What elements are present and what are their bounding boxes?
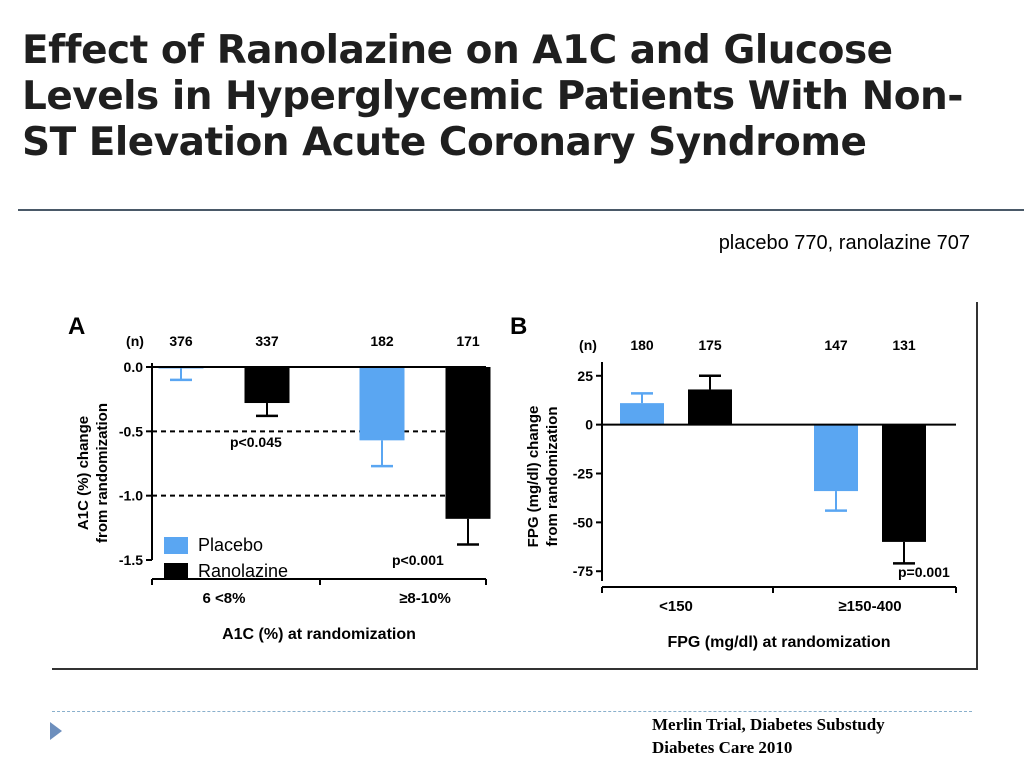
n-count: 180 [630, 337, 654, 353]
legend-swatch-ranolazine [164, 563, 188, 580]
category-label: ≥150-400 [838, 598, 901, 615]
y-tick-label: -1.5 [119, 552, 143, 568]
y-tick-label: -0.5 [119, 423, 143, 439]
x-axis-label: FPG (mg/dl) at randomization [667, 634, 890, 651]
category-label: <150 [659, 598, 693, 615]
n-count: 175 [698, 337, 722, 353]
chart-panel-b: B (n) 25 0 -25 -50 -75 180 147 175 131 <150 ≥150-400… [510, 313, 957, 651]
y-axis-label-line-2: from randomization [94, 403, 111, 543]
y-tick-label: -1.0 [119, 488, 143, 504]
footer-divider [52, 711, 972, 712]
figure-frame: A (n) 0.0 -0.5 -1.0 -1.5 376 182 337 171 6 <8% ≥8-1… [52, 302, 978, 670]
p-value-annotation: p<0.045 [230, 434, 282, 450]
legend-swatch-placebo [164, 537, 188, 554]
bar-ranolazine [688, 389, 732, 425]
y-axis-label: FPG (mg/dl) change from randomization [525, 406, 561, 548]
sample-size-note: placebo 770, ranolazine 707 [718, 232, 970, 254]
y-tick-label: -25 [573, 466, 593, 482]
x-axis-label: A1C (%) at randomization [222, 626, 416, 643]
bar-ranolazine [445, 367, 491, 519]
n-header-label: (n) [126, 333, 144, 349]
citation: Merlin Trial, Diabetes Substudy Diabetes… [652, 713, 885, 759]
n-count: 182 [370, 333, 394, 349]
bullet-arrow-icon [50, 722, 62, 740]
slide-title: Effect of Ranolazine on A1C and Glucose … [22, 28, 963, 165]
y-tick-label: 0 [585, 417, 593, 433]
category-label: ≥8-10% [399, 590, 451, 607]
p-value-annotation: p=0.001 [898, 564, 950, 580]
y-tick-label: 0.0 [124, 359, 144, 375]
panel-letter: A [68, 313, 85, 340]
y-tick-label: 25 [577, 368, 593, 384]
bar-placebo [359, 367, 405, 441]
category-label: 6 <8% [203, 590, 246, 607]
legend-label: Placebo [198, 535, 263, 555]
bar-ranolazine [882, 424, 926, 542]
y-axis-label-line-2: from randomization [544, 406, 561, 546]
n-header-label: (n) [579, 337, 597, 353]
chart-panel-a: A (n) 0.0 -0.5 -1.0 -1.5 376 182 337 171 6 <8% ≥8-1… [68, 313, 491, 643]
title-divider [18, 209, 1024, 211]
n-count: 147 [824, 337, 848, 353]
citation-line-1: Merlin Trial, Diabetes Substudy [652, 715, 885, 734]
y-axis-label-text: A1C (%) change from randomization [75, 403, 111, 543]
p-value-annotation: p<0.001 [392, 552, 444, 568]
y-tick-label: -75 [573, 563, 593, 579]
bar-ranolazine [244, 367, 290, 404]
y-axis-label-line-1: FPG (mg/dl) change [525, 406, 542, 548]
panel-letter: B [510, 313, 527, 340]
y-tick-label: -50 [573, 514, 593, 530]
citation-line-2: Diabetes Care 2010 [652, 738, 793, 757]
bar-placebo [814, 424, 858, 492]
y-axis-label: A1C (%) change from randomization [75, 403, 111, 543]
bar-placebo [620, 403, 664, 425]
y-axis-label-line-1: A1C (%) change [75, 416, 92, 530]
n-count: 131 [892, 337, 916, 353]
n-count: 376 [169, 333, 193, 349]
legend-label: Ranolazine [198, 561, 288, 581]
n-count: 171 [456, 333, 480, 349]
y-axis-label-text: FPG (mg/dl) change from randomization [525, 406, 561, 548]
n-count: 337 [255, 333, 279, 349]
